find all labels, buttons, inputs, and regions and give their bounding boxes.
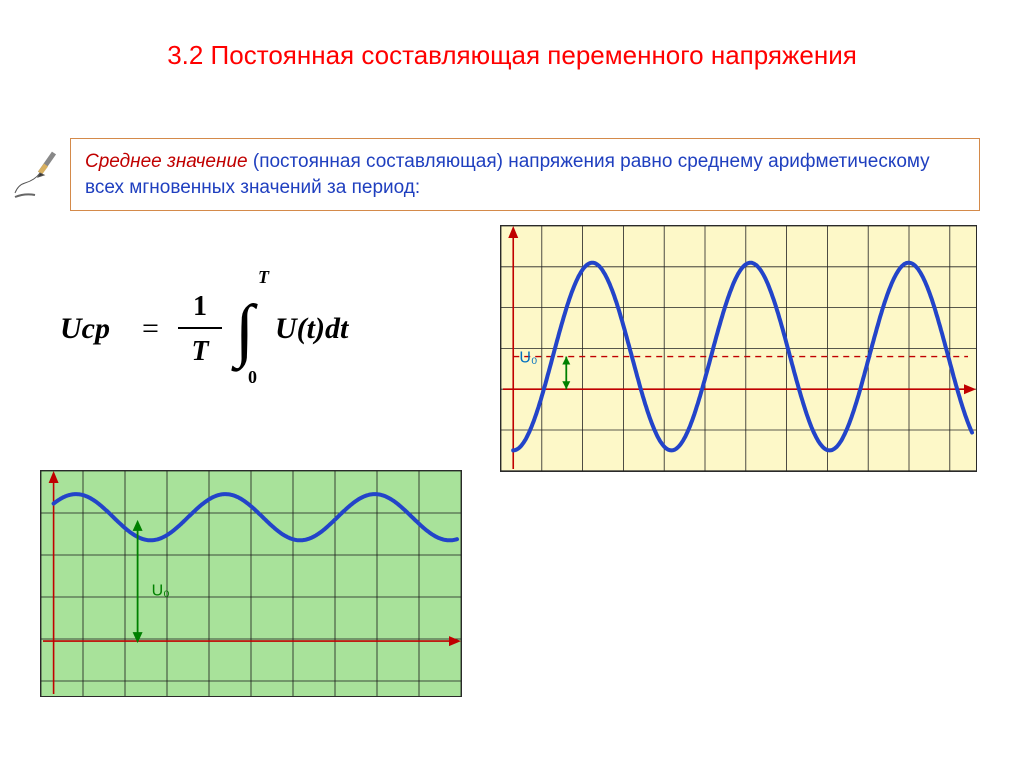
formula-eq: =: [142, 312, 159, 345]
svg-text:U₀: U₀: [519, 350, 537, 367]
integral-sign: ∫: [231, 292, 258, 372]
definition-box: Среднее значение (постоянная составляюща…: [70, 138, 980, 211]
formula-num: 1: [193, 291, 207, 322]
integrand: U(t)dt: [275, 312, 350, 345]
chart-yellow: U₀: [500, 225, 977, 472]
chart-green: U₀: [40, 470, 462, 697]
int-lower: 0: [248, 367, 257, 387]
pencil-icon: [10, 145, 60, 205]
svg-text:U₀: U₀: [152, 582, 170, 599]
definition-emphasis: Среднее значение: [85, 151, 248, 172]
formula-den: T: [191, 336, 210, 367]
formula: Uср = 1 T ∫ T 0 U(t)dt: [60, 260, 430, 395]
page-title: 3.2 Постоянная составляющая переменного …: [0, 40, 1024, 71]
int-upper: T: [258, 267, 270, 287]
formula-lhs: Uср: [60, 312, 110, 345]
